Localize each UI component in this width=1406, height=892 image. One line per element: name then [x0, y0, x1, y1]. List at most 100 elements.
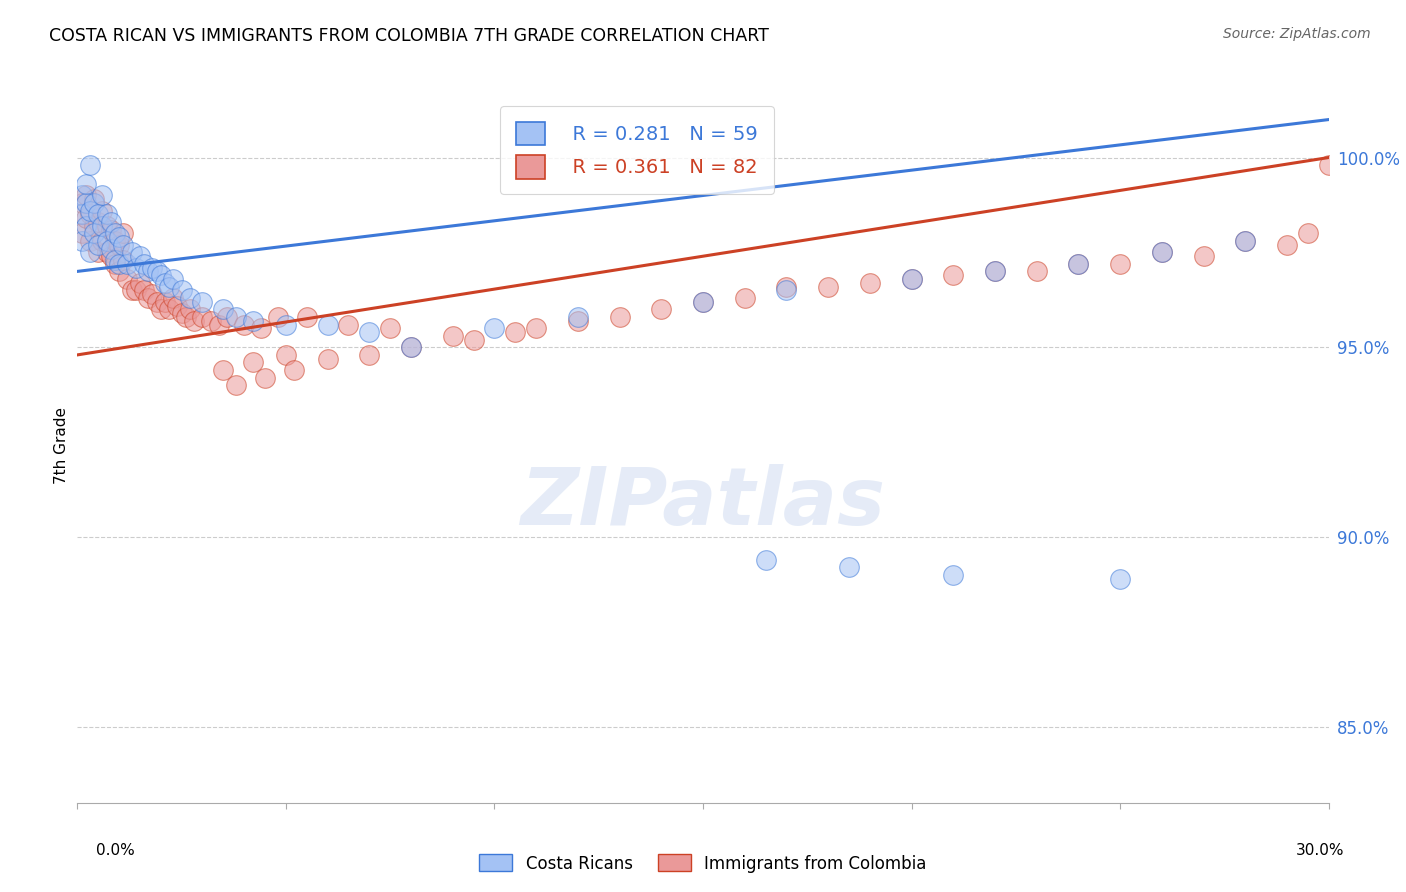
Point	[75, 219, 97, 233]
Point	[100, 222, 122, 236]
Point	[242, 314, 264, 328]
Point	[70, 207, 93, 221]
Point	[942, 568, 965, 582]
Point	[208, 318, 231, 332]
Point	[104, 257, 127, 271]
Point	[817, 279, 839, 293]
Point	[79, 234, 101, 248]
Point	[83, 219, 105, 233]
Point	[125, 260, 148, 275]
Point	[1150, 245, 1173, 260]
Point	[1317, 158, 1340, 172]
Point	[70, 196, 93, 211]
Point	[253, 370, 276, 384]
Point	[754, 553, 776, 567]
Point	[191, 294, 214, 309]
Point	[1150, 245, 1173, 260]
Point	[316, 351, 339, 366]
Point	[441, 329, 464, 343]
Point	[117, 257, 139, 271]
Point	[132, 257, 155, 271]
Point	[136, 264, 159, 278]
Point	[121, 245, 143, 260]
Point	[141, 260, 163, 275]
Point	[141, 287, 163, 301]
Point	[463, 333, 485, 347]
Point	[183, 314, 205, 328]
Point	[1067, 257, 1090, 271]
Point	[87, 245, 110, 260]
Point	[79, 158, 101, 172]
Point	[170, 284, 193, 298]
Point	[149, 268, 172, 283]
Point	[87, 215, 110, 229]
Point	[96, 207, 118, 221]
Point	[157, 302, 180, 317]
Point	[775, 279, 797, 293]
Point	[104, 252, 127, 267]
Point	[295, 310, 318, 324]
Point	[233, 318, 256, 332]
Point	[274, 348, 297, 362]
Point	[162, 272, 184, 286]
Point	[145, 294, 167, 309]
Point	[75, 188, 97, 202]
Point	[1109, 257, 1132, 271]
Point	[524, 321, 547, 335]
Point	[96, 219, 118, 233]
Point	[692, 294, 714, 309]
Point	[166, 299, 188, 313]
Point	[91, 219, 114, 233]
Point	[129, 276, 152, 290]
Point	[87, 207, 110, 221]
Text: Source: ZipAtlas.com: Source: ZipAtlas.com	[1223, 27, 1371, 41]
Point	[567, 314, 589, 328]
Point	[212, 363, 235, 377]
Point	[775, 284, 797, 298]
Point	[157, 279, 180, 293]
Point	[75, 196, 97, 211]
Point	[108, 237, 131, 252]
Point	[174, 310, 197, 324]
Point	[217, 310, 239, 324]
Point	[91, 203, 114, 218]
Point	[79, 207, 101, 221]
Point	[132, 284, 155, 298]
Point	[337, 318, 360, 332]
Point	[136, 291, 159, 305]
Point	[859, 276, 882, 290]
Point	[1067, 257, 1090, 271]
Point	[91, 188, 114, 202]
Point	[1109, 572, 1132, 586]
Point	[70, 188, 93, 202]
Point	[96, 245, 118, 260]
Point	[153, 294, 176, 309]
Point	[117, 272, 139, 286]
Point	[87, 237, 110, 252]
Point	[112, 252, 135, 267]
Point	[108, 257, 131, 271]
Point	[200, 314, 222, 328]
Point	[503, 325, 526, 339]
Point	[650, 302, 672, 317]
Point	[83, 227, 105, 241]
Point	[692, 294, 714, 309]
Text: ZIPatlas: ZIPatlas	[520, 464, 886, 542]
Point	[399, 340, 422, 354]
Point	[91, 234, 114, 248]
Point	[79, 245, 101, 260]
Legend: Costa Ricans, Immigrants from Colombia: Costa Ricans, Immigrants from Colombia	[472, 847, 934, 880]
Point	[153, 276, 176, 290]
Point	[212, 302, 235, 317]
Point	[359, 325, 381, 339]
Point	[242, 355, 264, 369]
Point	[225, 378, 247, 392]
Point	[83, 192, 105, 206]
Point	[100, 242, 122, 256]
Point	[179, 291, 201, 305]
Point	[734, 291, 756, 305]
Point	[125, 284, 148, 298]
Point	[274, 318, 297, 332]
Legend:   R = 0.281   N = 59,   R = 0.361   N = 82: R = 0.281 N = 59, R = 0.361 N = 82	[501, 106, 773, 194]
Point	[1275, 237, 1298, 252]
